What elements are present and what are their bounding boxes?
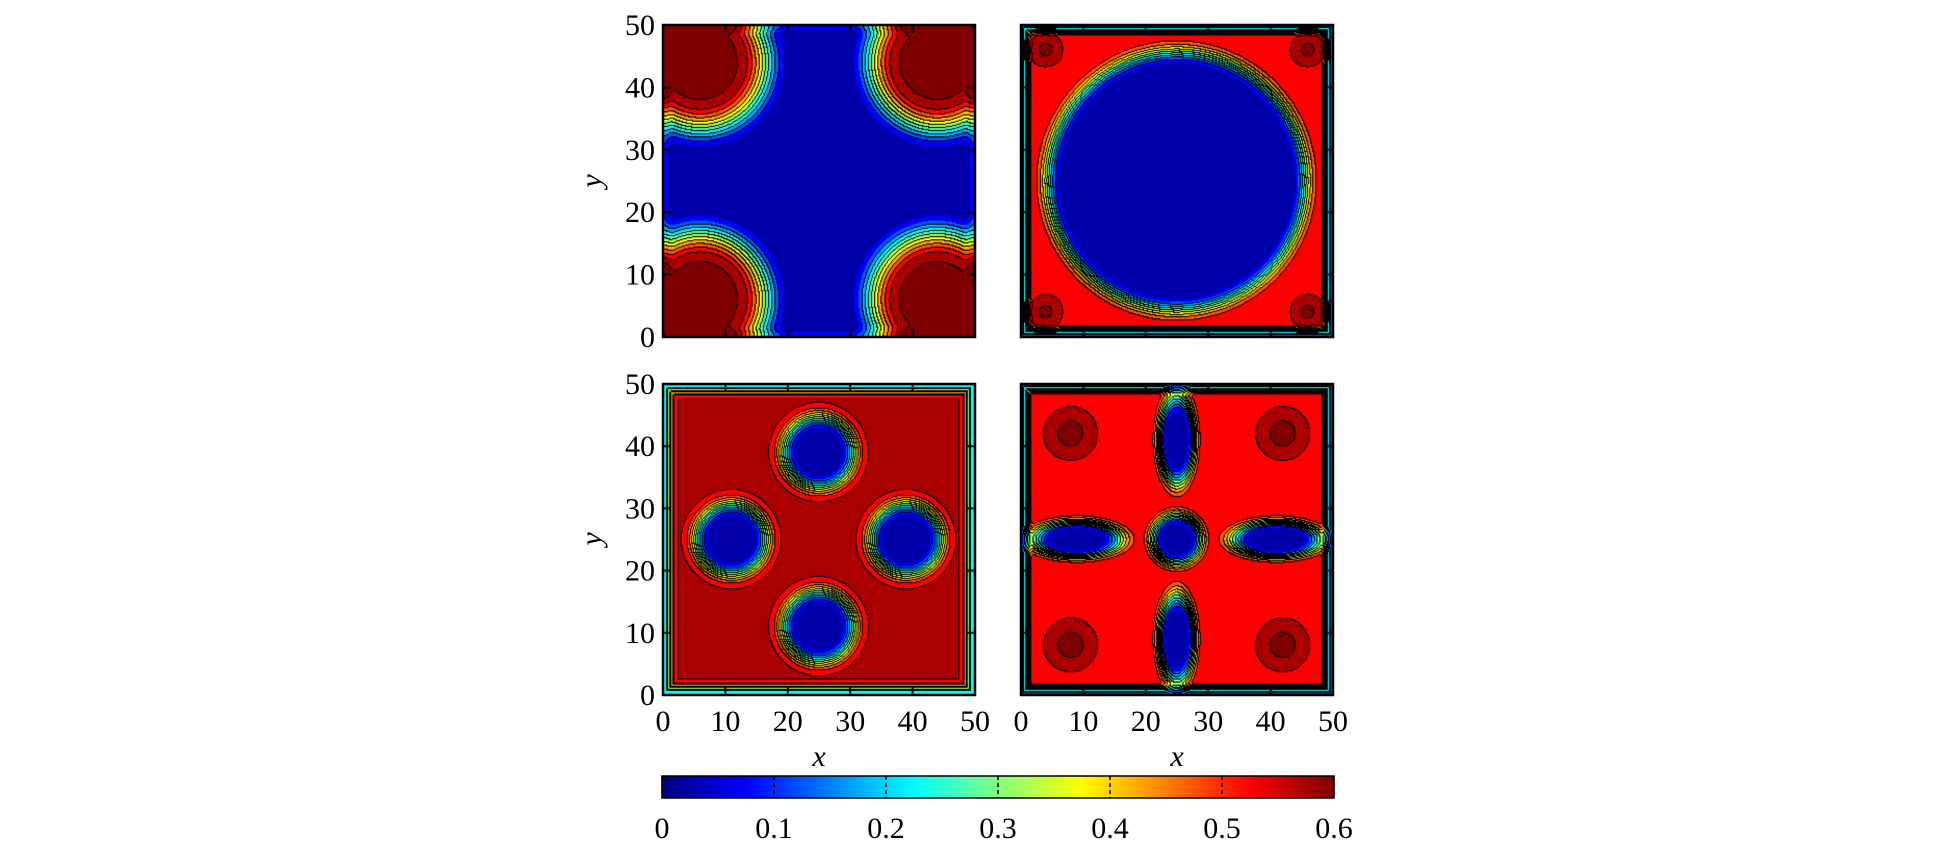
x-tick-label: 10	[1068, 705, 1098, 738]
heatmap-bottom-left	[663, 384, 975, 695]
y-tick-label: 10	[625, 259, 655, 292]
x-tick-label: 0	[656, 705, 671, 738]
x-tick-label: 50	[960, 705, 990, 738]
y-tick-label: 40	[625, 71, 655, 104]
y-tick-label: 20	[625, 196, 655, 229]
frame-bottom-right	[1019, 382, 1335, 697]
x-tick-label: 20	[773, 705, 803, 738]
colorbar-tick-label: 0.4	[1091, 812, 1129, 845]
x-tick-label: 20	[1131, 705, 1161, 738]
colorbar-tick-label: 0.2	[867, 812, 905, 845]
colorbar-tick-label: 0.6	[1315, 812, 1353, 845]
y-tick-label: 0	[640, 679, 655, 712]
colorbar-tick-label: 0.3	[979, 812, 1017, 845]
frame-bottom-left	[661, 382, 977, 697]
x-tick-label: 10	[710, 705, 740, 738]
x-tick-label: 30	[835, 705, 865, 738]
panel-bottom-left: 0 10 20 30 40 50 0 10 20 30 40 50	[625, 368, 990, 738]
heatmap-bottom-right	[1021, 384, 1333, 695]
y-tick-label: 40	[625, 430, 655, 463]
y-tick-label: 0	[640, 321, 655, 354]
colorbar-ticks: 0 0.1 0.2 0.3 0.4 0.5 0.6	[655, 776, 1353, 845]
x-tick-label: 40	[1256, 705, 1286, 738]
frame-top-right	[1019, 23, 1335, 339]
xlabel-bottom-right: x	[1169, 740, 1184, 773]
y-tick-label: 30	[625, 492, 655, 525]
panel-top-right	[1019, 23, 1335, 339]
ylabel-bottom-left: y	[575, 532, 608, 549]
ylabel-top-left: y	[575, 174, 608, 191]
y-tick-label: 20	[625, 555, 655, 588]
colorbar-tick-label: 0	[655, 812, 670, 845]
ticks-bottom-left: 0 10 20 30 40 50 0 10 20 30 40 50	[625, 368, 990, 738]
y-tick-label: 50	[625, 9, 655, 42]
panel-top-left: 0 10 20 30 40 50	[625, 9, 977, 354]
x-tick-label: 40	[898, 705, 928, 738]
y-tick-label: 30	[625, 134, 655, 167]
heatmap-top-left	[663, 25, 975, 337]
xlabel-bottom-left: x	[811, 740, 826, 773]
panel-bottom-right: 0 10 20 30 40 50	[1014, 382, 1348, 738]
colorbar-tick-label: 0.1	[755, 812, 793, 845]
heatmap-top-right	[1021, 25, 1333, 337]
ticks-bottom-right: 0 10 20 30 40 50	[1014, 383, 1348, 738]
x-tick-label: 0	[1014, 705, 1029, 738]
x-tick-label: 30	[1193, 705, 1223, 738]
y-tick-label: 50	[625, 368, 655, 401]
colorbar: 0 0.1 0.2 0.3 0.4 0.5 0.6	[655, 775, 1353, 845]
colorbar-tick-label: 0.5	[1203, 812, 1241, 845]
ticks-top-right	[1020, 24, 1334, 338]
x-tick-label: 50	[1318, 705, 1348, 738]
ticks-top-left: 0 10 20 30 40 50	[625, 9, 976, 354]
y-tick-label: 10	[625, 617, 655, 650]
frame-top-left	[661, 23, 977, 339]
